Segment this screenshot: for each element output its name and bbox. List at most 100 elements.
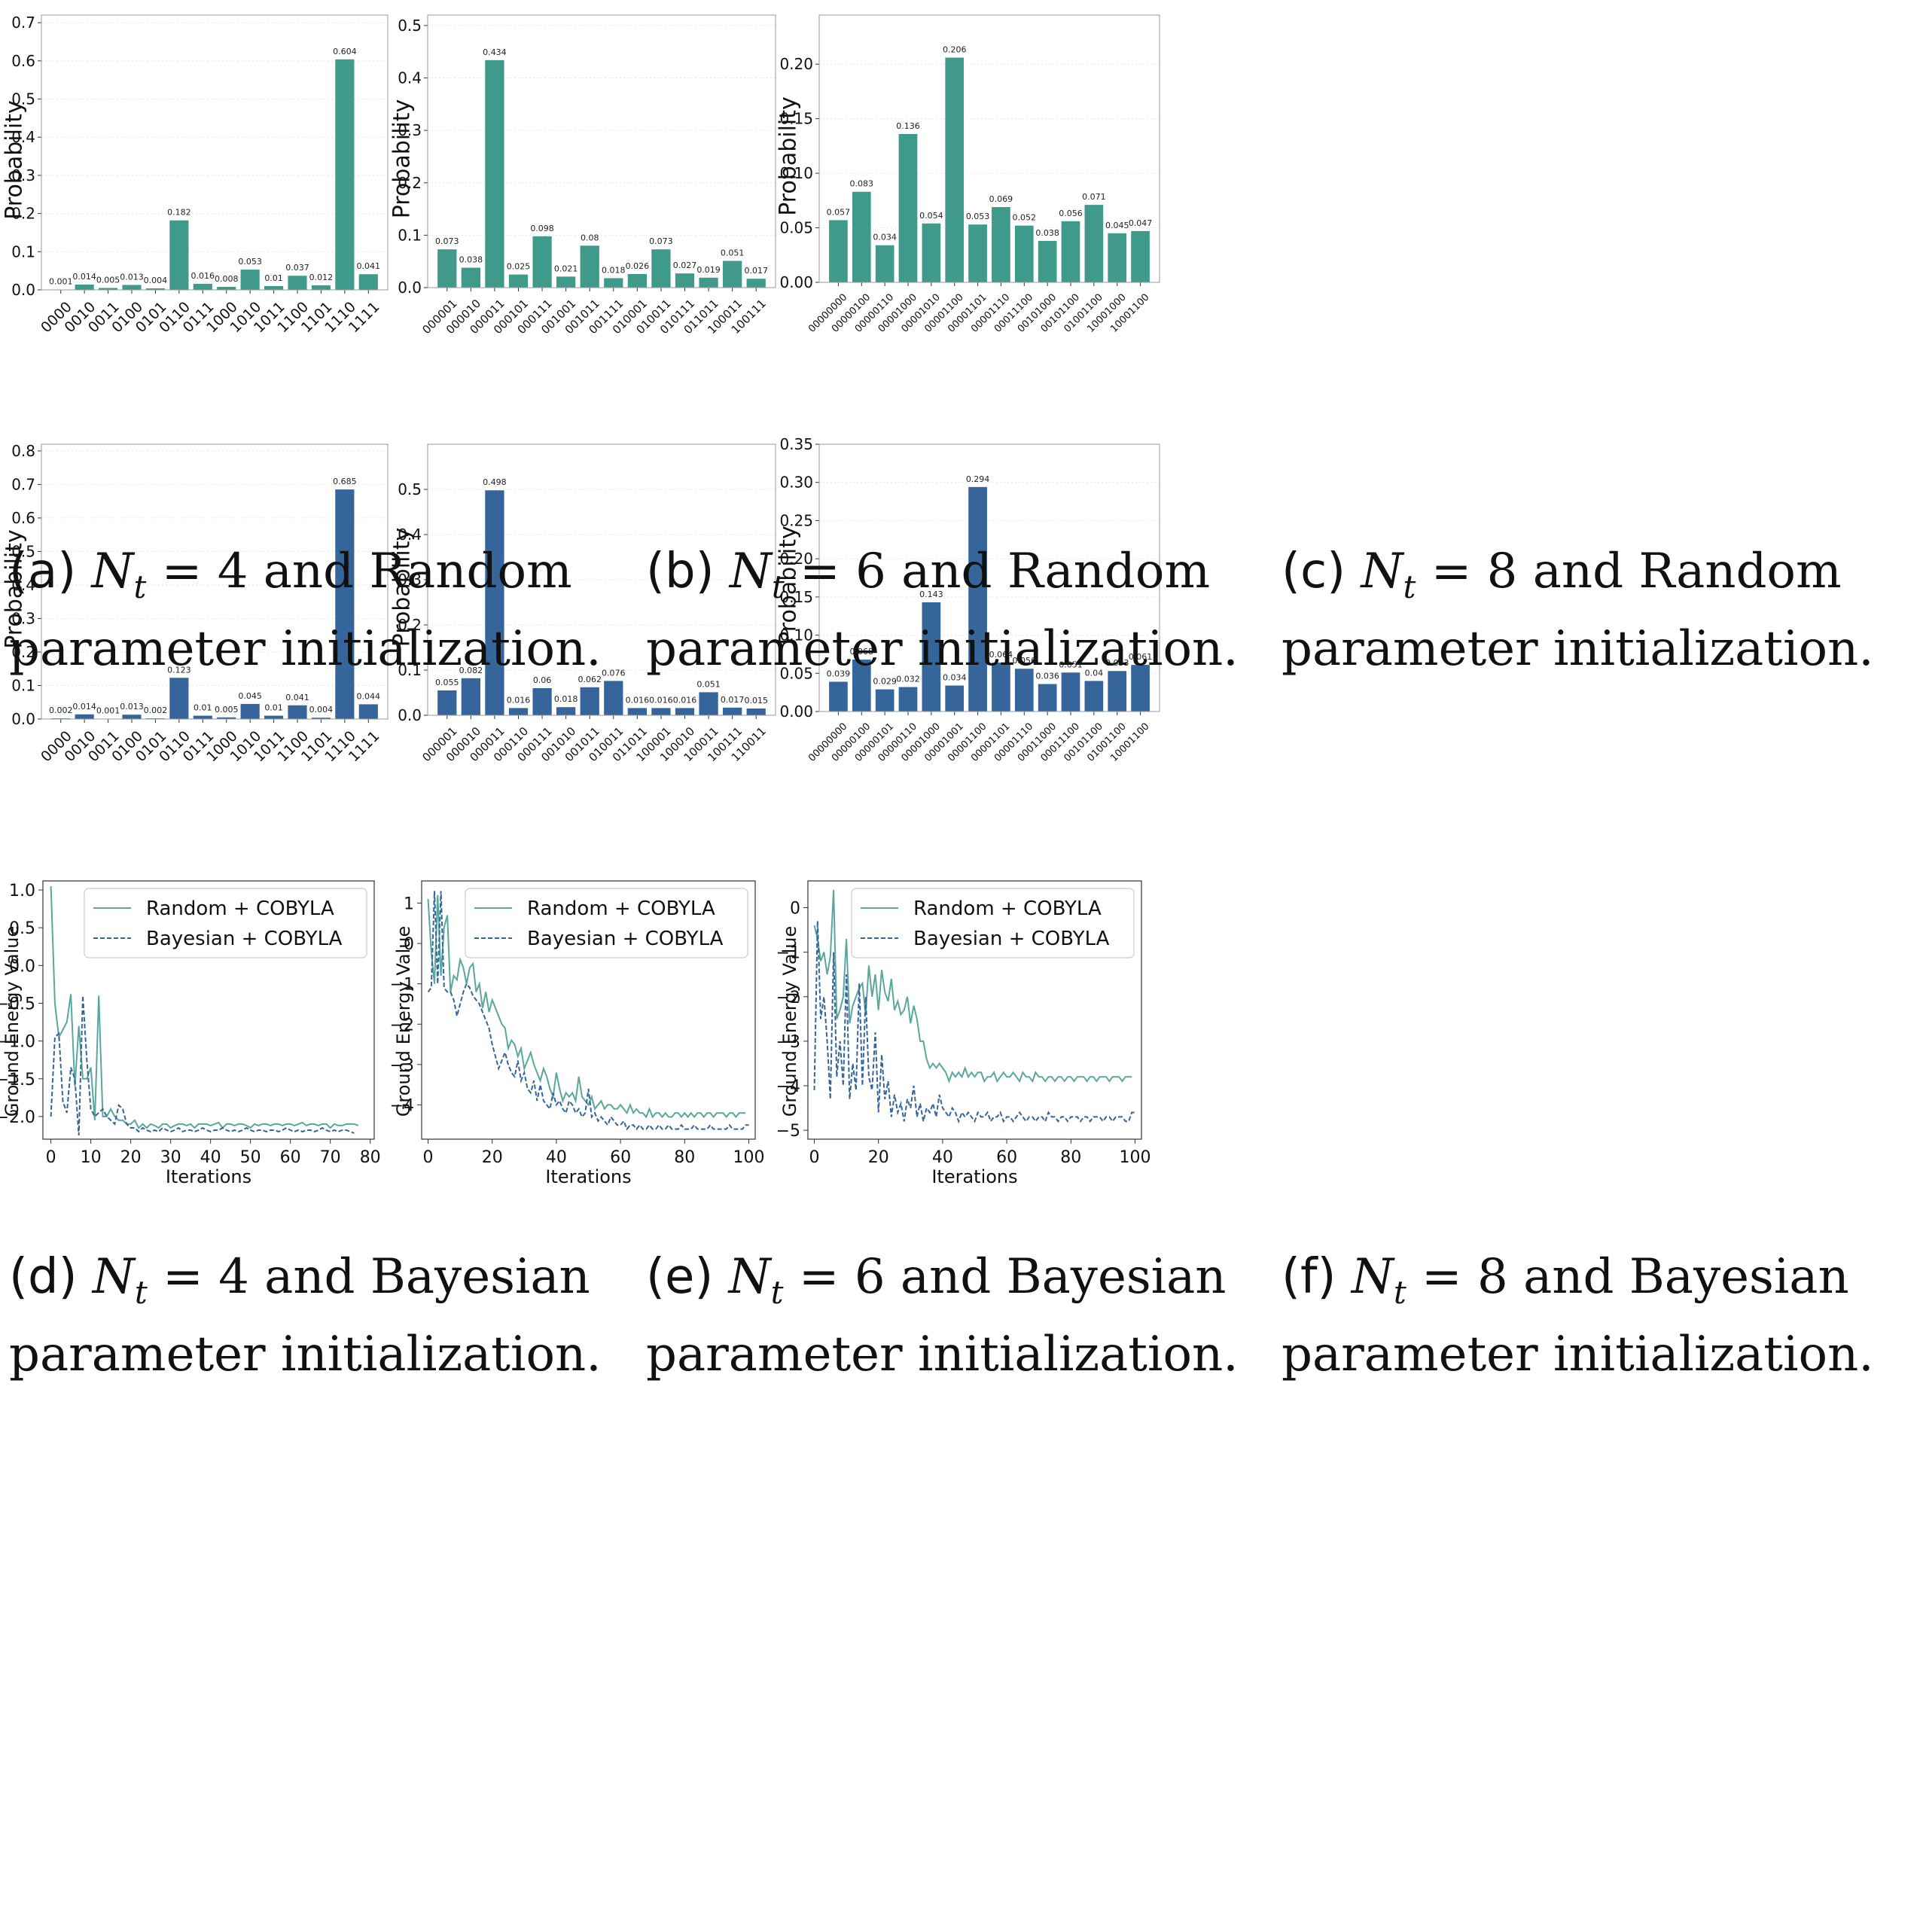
legend-label: Bayesian + COBYLA <box>146 928 343 950</box>
data-label: 0.029 <box>873 677 897 687</box>
data-label: 0.034 <box>873 233 897 242</box>
y-tick-label: 0.35 <box>779 435 813 453</box>
data-label: 0.056 <box>1013 656 1037 666</box>
data-label: 0.182 <box>167 208 191 218</box>
data-label: 0.034 <box>943 673 967 683</box>
bar <box>288 276 307 290</box>
data-label: 0.051 <box>1059 660 1083 669</box>
x-tick-label: 100 <box>733 1148 764 1167</box>
y-tick-label: 0.0 <box>398 279 422 297</box>
x-tick-label: 80 <box>360 1148 381 1167</box>
data-label: 0.068 <box>850 647 874 657</box>
data-label: 0.027 <box>673 261 697 270</box>
y-tick-label: 0.6 <box>11 52 35 70</box>
chart-c: 0.057000000000.083000001000.034000001100… <box>776 14 1160 335</box>
data-label: 0.045 <box>1105 221 1129 230</box>
bar <box>922 223 941 282</box>
data-label: 0.294 <box>966 474 990 484</box>
bar <box>311 285 331 290</box>
bar <box>311 718 331 719</box>
y-tick-label: 0.0 <box>11 710 35 728</box>
plot-frame <box>41 443 389 720</box>
y-axis-label: Ground Energy Value <box>2 926 23 1117</box>
y-tick-label: 0.05 <box>779 219 813 237</box>
bar <box>99 288 118 290</box>
bar <box>604 278 623 288</box>
data-label: 0.434 <box>483 47 507 57</box>
y-tick-label: 0.2 <box>11 643 35 661</box>
x-tick-label: 20 <box>482 1148 503 1167</box>
data-label: 0.123 <box>167 665 191 675</box>
bar <box>852 660 871 712</box>
bar <box>437 690 457 715</box>
data-label: 0.015 <box>744 696 768 705</box>
data-label: 0.026 <box>626 261 650 271</box>
bar <box>556 707 576 715</box>
x-tick-label: 10 <box>81 1148 102 1167</box>
legend-box <box>465 888 748 958</box>
bar <box>1038 684 1057 712</box>
data-label: 0.052 <box>1013 213 1037 223</box>
bar <box>75 714 94 719</box>
bar <box>532 688 552 715</box>
data-label: 0.019 <box>696 265 721 275</box>
caption-c: (c) Nt = 8 and Random parameter initializ… <box>1282 544 1874 677</box>
y-tick-label: 0.00 <box>779 702 813 721</box>
legend: Random + COBYLA Bayesian + COBYLA <box>851 888 1135 958</box>
bar <box>169 220 189 290</box>
chart-h: 0 20 40 60 80 100 −4 −3 −2 −1 0 1 Iterations Ground E… <box>390 880 764 1187</box>
legend-label: Random + COBYLA <box>146 897 334 920</box>
bar <box>699 692 718 715</box>
y-tick-label: 0.10 <box>779 164 813 182</box>
data-label: 0.051 <box>696 679 721 689</box>
bar <box>852 191 871 282</box>
data-label: 0.071 <box>1082 192 1106 202</box>
y-tick-label: 0.5 <box>398 17 422 35</box>
data-label: 0.021 <box>554 264 578 273</box>
data-label: 0.08 <box>581 233 599 242</box>
x-tick-label: 60 <box>610 1148 631 1167</box>
y-tick-label: −3 <box>390 1056 414 1075</box>
data-label: 0.04 <box>1085 668 1104 678</box>
bar <box>829 220 848 282</box>
y-tick-label: −2 <box>390 1016 414 1035</box>
data-label: 0.053 <box>1105 658 1129 668</box>
caption-a: (a) Nt = 4 and Random parameter initializ… <box>9 544 602 677</box>
y-axis-label: Probability <box>2 100 28 220</box>
bar <box>335 489 355 719</box>
x-tick-label: 70 <box>320 1148 341 1167</box>
y-tick-label: 0.2 <box>398 174 422 192</box>
bar <box>675 708 695 715</box>
caption-e: (e) Nt = 6 and Bayesian parameter initial… <box>646 1249 1239 1382</box>
data-label: 0.056 <box>1059 209 1083 218</box>
bar <box>746 279 766 288</box>
plot-frame <box>41 14 389 291</box>
x-tick-label: 40 <box>546 1148 567 1167</box>
bar <box>1108 233 1127 282</box>
bar <box>651 708 671 715</box>
data-label: 0.143 <box>919 590 943 599</box>
bar <box>968 486 987 712</box>
series-line <box>427 891 749 1131</box>
data-label: 0.018 <box>602 265 626 275</box>
data-label: 0.098 <box>530 224 554 233</box>
bar <box>968 224 987 282</box>
bar <box>1014 669 1034 712</box>
bar <box>288 705 307 719</box>
series-line <box>50 995 355 1136</box>
bar <box>264 715 284 719</box>
y-axis-label: Probability <box>389 99 416 219</box>
legend-box <box>851 888 1135 958</box>
bar <box>875 245 894 282</box>
caption-b: (b) Nt = 6 and Random parameter initializ… <box>646 544 1239 677</box>
y-tick-label: 0.5 <box>11 90 35 108</box>
series-line <box>813 889 1132 1084</box>
y-axis-label: Probability <box>389 528 416 648</box>
bar <box>240 703 260 719</box>
bar <box>264 285 284 290</box>
y-tick-label: 1.0 <box>9 882 35 900</box>
data-label: 0.002 <box>49 705 73 715</box>
bar <box>556 276 576 288</box>
data-label: 0.017 <box>744 266 768 276</box>
bar <box>461 678 480 715</box>
